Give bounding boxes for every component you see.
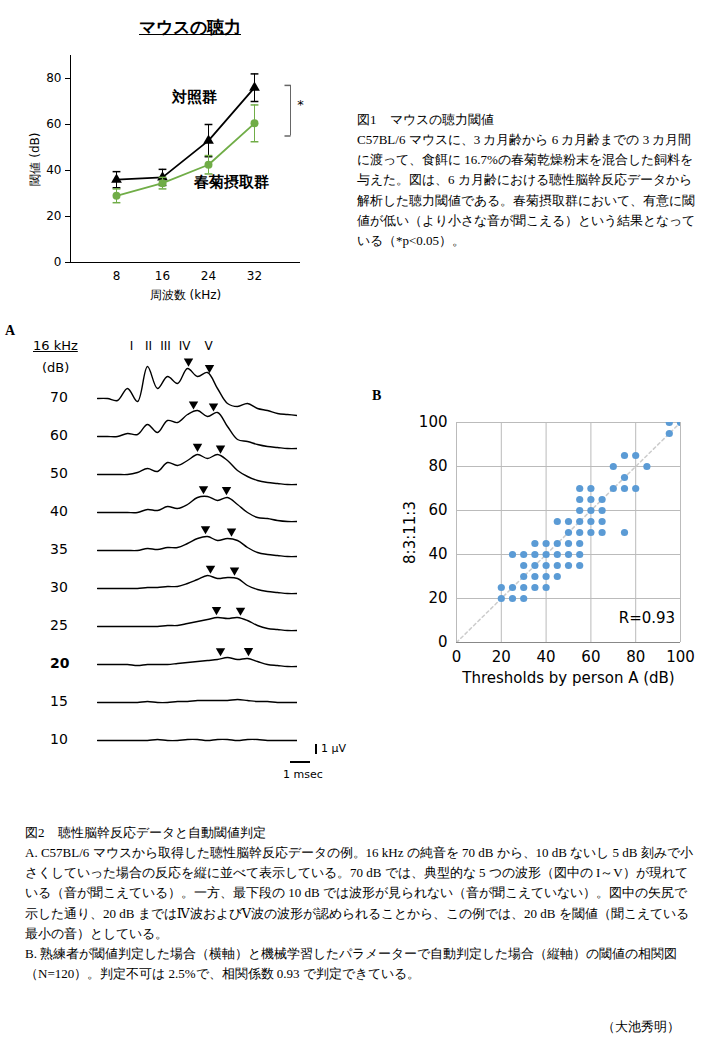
html-text:35: 35 xyxy=(50,541,68,557)
svg-text:80: 80 xyxy=(428,457,447,475)
html-text:A. C57BL/6 マウスから取得した聴性脳幹反応データの: A. C57BL/6 マウスから取得した聴性脳幹反応データの例。16 kHz の… xyxy=(25,845,693,941)
svg-text:III: III xyxy=(160,339,171,353)
svg-text:*: * xyxy=(297,97,304,112)
svg-text:16: 16 xyxy=(155,269,170,283)
svg-text:8: 8 xyxy=(113,269,121,283)
svg-text:II: II xyxy=(145,339,152,353)
svg-text:V: V xyxy=(204,339,213,353)
svg-text:IV: IV xyxy=(179,339,192,353)
html-text:(dB): (dB) xyxy=(42,360,70,375)
svg-text:20: 20 xyxy=(428,589,447,607)
html-text:15: 15 xyxy=(50,693,68,709)
html-text:B. 熟練者が閾値判定した場合（横軸）と機械学習したパラメー: B. 熟練者が閾値判定した場合（横軸）と機械学習したパラメーターで自動判定した場… xyxy=(25,945,678,981)
html-text:10: 10 xyxy=(50,731,68,747)
svg-text:対照群: 対照群 xyxy=(171,88,217,106)
svg-text:I: I xyxy=(130,339,134,353)
svg-text:0: 0 xyxy=(452,648,462,666)
html-text:70: 70 xyxy=(50,389,68,405)
html-text:（大池秀明）: （大池秀明） xyxy=(602,1019,680,1034)
html-text:1 μV: 1 μV xyxy=(321,742,346,755)
svg-text:20: 20 xyxy=(46,209,61,223)
svg-text:0: 0 xyxy=(438,633,448,651)
html-text:図1 マウスの聴力閾値: 図1 マウスの聴力閾値 xyxy=(357,112,494,127)
html-text:40: 40 xyxy=(50,503,68,519)
html-text:C57BL/6 マウスに、3 カ月齢から 6 カ月齢までの: C57BL/6 マウスに、3 カ月齢から 6 カ月齢までの 3 カ月間に渡って、… xyxy=(357,132,695,248)
svg-text:100: 100 xyxy=(666,648,695,666)
html-text:1 msec: 1 msec xyxy=(283,768,323,781)
html-text:図2 聴性脳幹反応データと自動閾値判定: 図2 聴性脳幹反応データと自動閾値判定 xyxy=(25,825,266,840)
html-text:50: 50 xyxy=(50,465,68,481)
svg-text:60: 60 xyxy=(46,117,61,131)
svg-text:春菊摂取群: 春菊摂取群 xyxy=(193,173,269,191)
html-text:A: A xyxy=(5,323,16,338)
svg-text:0: 0 xyxy=(54,255,62,269)
svg-text:40: 40 xyxy=(46,163,61,177)
svg-text:80: 80 xyxy=(626,648,645,666)
html-text:B: B xyxy=(372,388,382,403)
html-text:マウスの聴力: マウスの聴力 xyxy=(139,17,241,37)
svg-text:60: 60 xyxy=(581,648,600,666)
svg-text:80: 80 xyxy=(46,71,61,85)
svg-text:8:3:11:3: 8:3:11:3 xyxy=(401,501,419,564)
svg-text:閾値 (dB): 閾値 (dB) xyxy=(28,132,42,185)
svg-text:100: 100 xyxy=(419,413,448,431)
svg-text:周波数 (kHz): 周波数 (kHz) xyxy=(150,288,221,302)
html-text:20: 20 xyxy=(50,655,70,671)
svg-text:R=0.93: R=0.93 xyxy=(619,609,675,627)
html-text:25: 25 xyxy=(50,617,68,633)
html-text:30: 30 xyxy=(50,579,68,595)
svg-text:Thresholds by person A (dB): Thresholds by person A (dB) xyxy=(461,669,674,687)
html-text:60: 60 xyxy=(50,427,68,443)
svg-text:40: 40 xyxy=(537,648,556,666)
svg-text:24: 24 xyxy=(201,269,216,283)
svg-text:32: 32 xyxy=(247,269,262,283)
svg-text:60: 60 xyxy=(428,501,447,519)
svg-text:20: 20 xyxy=(492,648,511,666)
svg-text:40: 40 xyxy=(428,545,447,563)
html-text:16 kHz: 16 kHz xyxy=(33,338,78,353)
